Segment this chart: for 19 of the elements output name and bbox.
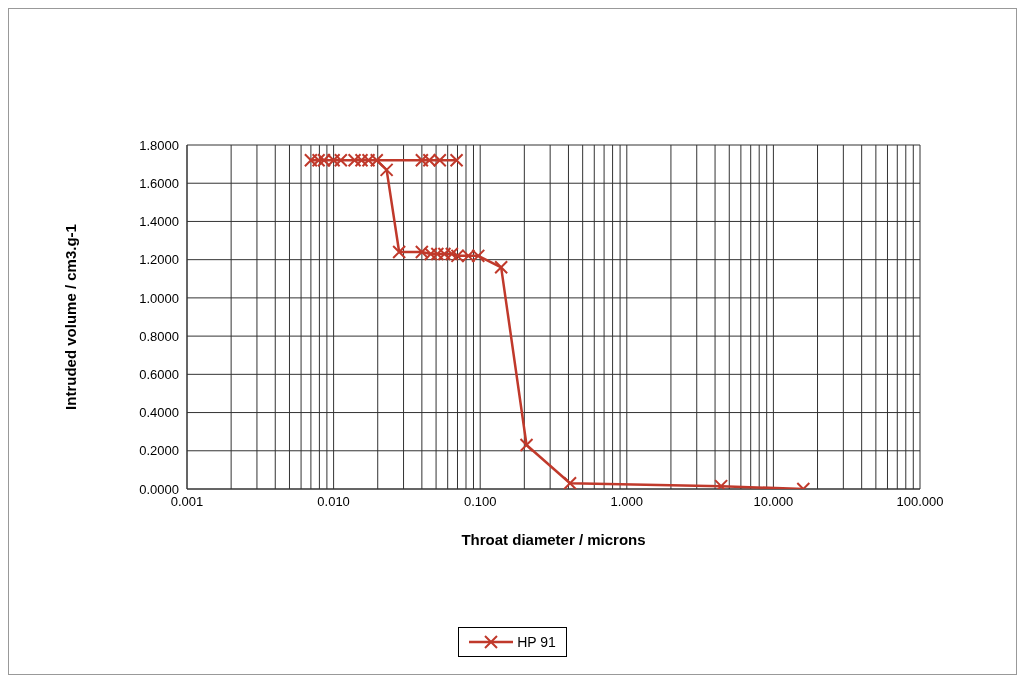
y-tick-label: 1.2000 xyxy=(139,252,179,268)
legend-label: HP 91 xyxy=(517,634,556,650)
y-tick-label: 1.8000 xyxy=(139,137,179,153)
y-tick-label: 1.4000 xyxy=(139,214,179,230)
x-axis-title: Throat diameter / microns xyxy=(461,531,646,548)
y-tick-label: 0.8000 xyxy=(139,328,179,344)
y-tick-label: 1.6000 xyxy=(139,175,179,191)
x-tick-label: 1.000 xyxy=(610,494,644,510)
y-tick-label: 0.6000 xyxy=(139,366,179,382)
y-tick-label: 0.0000 xyxy=(139,481,179,497)
x-tick-label: 0.001 xyxy=(170,494,204,510)
y-tick-label: 0.2000 xyxy=(139,443,179,459)
y-tick-label: 0.4000 xyxy=(139,405,179,421)
x-tick-label: 0.100 xyxy=(463,494,497,510)
y-axis-title: Intruded volume / cm3.g-1 xyxy=(62,224,80,410)
x-tick-label: 10.000 xyxy=(753,494,794,510)
x-tick-label: 100.000 xyxy=(896,494,944,510)
x-tick-label: 0.010 xyxy=(317,494,350,510)
y-tick-label: 1.0000 xyxy=(139,290,179,306)
